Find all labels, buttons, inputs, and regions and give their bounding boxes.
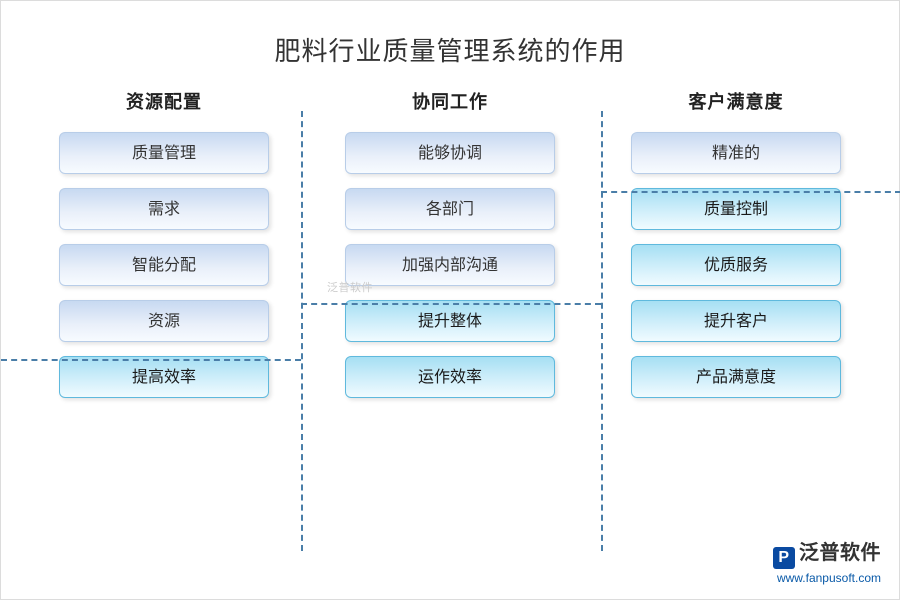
vertical-separator (601, 111, 603, 551)
dashed-cut-line (1, 359, 301, 361)
box-item: 需求 (59, 188, 269, 230)
box-item-emph: 产品满意度 (631, 356, 841, 398)
box-item: 精准的 (631, 132, 841, 174)
box-item-emph: 优质服务 (631, 244, 841, 286)
box-item-emph: 质量控制 (631, 188, 841, 230)
box-item: 智能分配 (59, 244, 269, 286)
column-header: 资源配置 (126, 88, 202, 114)
brand-url: www.fanpusoft.com (773, 571, 881, 585)
box-item-emph: 运作效率 (345, 356, 555, 398)
column-header: 协同工作 (412, 88, 488, 114)
brand-mark-icon: P (773, 547, 795, 569)
brand-text: 泛普软件 (799, 542, 881, 564)
box-item: 质量管理 (59, 132, 269, 174)
column-header: 客户满意度 (689, 88, 784, 114)
box-item-emph: 提升客户 (631, 300, 841, 342)
box-item-emph: 提高效率 (59, 356, 269, 398)
columns-container: 资源配置 质量管理 需求 智能分配 资源 提高效率 协同工作 能够协调 各部门 … (1, 88, 899, 412)
column-resource: 资源配置 质量管理 需求 智能分配 资源 提高效率 (34, 88, 294, 412)
box-item: 加强内部沟通 (345, 244, 555, 286)
box-item-emph: 提升整体 (345, 300, 555, 342)
box-item: 能够协调 (345, 132, 555, 174)
column-customer: 客户满意度 精准的 质量控制 优质服务 提升客户 产品满意度 (606, 88, 866, 412)
box-item: 资源 (59, 300, 269, 342)
footer-logo: P泛普软件 www.fanpusoft.com (773, 536, 881, 585)
dashed-cut-line (601, 191, 900, 193)
watermark: 泛普软件 (327, 279, 373, 295)
box-item: 各部门 (345, 188, 555, 230)
dashed-cut-line (301, 303, 601, 305)
vertical-separator (301, 111, 303, 551)
column-collab: 协同工作 能够协调 各部门 加强内部沟通 提升整体 运作效率 (320, 88, 580, 412)
page-title: 肥料行业质量管理系统的作用 (1, 1, 899, 88)
brand-label: P泛普软件 (773, 536, 881, 569)
